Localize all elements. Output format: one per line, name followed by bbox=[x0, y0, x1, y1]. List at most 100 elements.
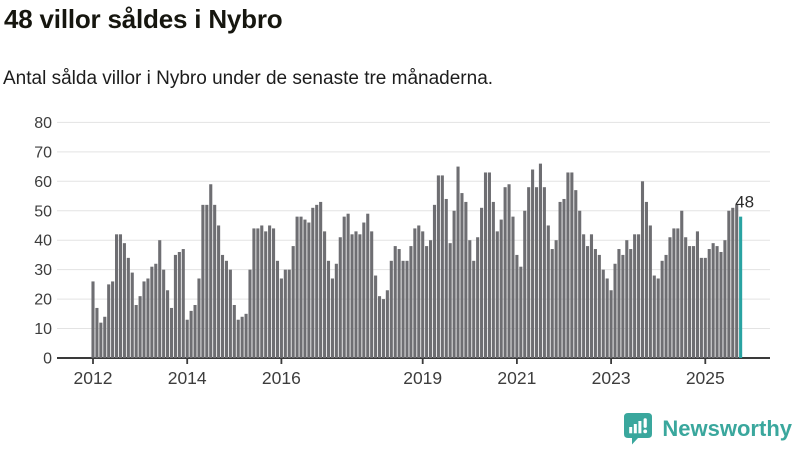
bar bbox=[452, 210, 456, 358]
bar bbox=[256, 228, 260, 358]
bar bbox=[197, 278, 201, 359]
bar bbox=[162, 269, 166, 358]
bar bbox=[244, 313, 248, 358]
bar bbox=[303, 219, 307, 358]
bar bbox=[711, 243, 715, 358]
bar bbox=[330, 278, 334, 359]
newsworthy-logo[interactable]: Newsworthy bbox=[623, 412, 792, 445]
bar bbox=[95, 307, 99, 358]
bar bbox=[111, 281, 115, 358]
bar bbox=[480, 207, 484, 358]
bar bbox=[158, 240, 162, 358]
bar bbox=[491, 201, 495, 358]
bar bbox=[326, 260, 331, 358]
bar bbox=[201, 204, 205, 358]
bar bbox=[605, 278, 609, 359]
bar bbox=[703, 257, 707, 358]
bar bbox=[601, 269, 605, 358]
bar bbox=[515, 254, 519, 358]
bar bbox=[354, 231, 358, 358]
highlight-value-label: 48 bbox=[735, 193, 754, 212]
bar bbox=[323, 231, 327, 358]
y-axis-label: 40 bbox=[34, 233, 52, 250]
bar bbox=[723, 240, 727, 358]
bar bbox=[527, 187, 531, 358]
bar bbox=[487, 172, 491, 358]
y-axis-label: 70 bbox=[34, 144, 52, 161]
y-axis-label: 50 bbox=[34, 203, 52, 220]
bar bbox=[409, 246, 413, 358]
bar bbox=[656, 278, 660, 359]
bar bbox=[362, 222, 366, 358]
bar bbox=[264, 231, 268, 358]
bar bbox=[287, 269, 291, 358]
newsworthy-logo-text: Newsworthy bbox=[662, 415, 792, 441]
bar bbox=[727, 210, 731, 358]
bar bbox=[707, 249, 711, 358]
bar bbox=[91, 281, 95, 358]
x-axis-label: 2021 bbox=[497, 368, 536, 388]
x-axis-label: 2014 bbox=[168, 368, 207, 388]
bar bbox=[691, 246, 696, 358]
bar bbox=[444, 198, 448, 358]
bar bbox=[385, 290, 389, 358]
bar bbox=[342, 216, 346, 358]
bar bbox=[291, 246, 295, 358]
bar bbox=[272, 228, 276, 358]
bar bbox=[169, 307, 174, 358]
y-axis-label: 80 bbox=[34, 115, 52, 132]
bar bbox=[393, 246, 397, 358]
bar bbox=[460, 193, 464, 358]
bar bbox=[456, 166, 460, 358]
bar bbox=[122, 243, 126, 358]
bar bbox=[118, 234, 123, 358]
bar bbox=[248, 269, 252, 358]
bar bbox=[621, 254, 625, 358]
bar bbox=[209, 184, 213, 358]
bar bbox=[436, 175, 440, 358]
bar bbox=[146, 278, 150, 359]
bar bbox=[613, 263, 617, 358]
bar bbox=[554, 240, 558, 358]
bar bbox=[731, 207, 735, 358]
bar bbox=[586, 246, 590, 358]
bar bbox=[715, 246, 719, 358]
bar bbox=[629, 249, 633, 358]
bar bbox=[637, 234, 641, 358]
bar bbox=[224, 260, 228, 358]
bar bbox=[311, 207, 315, 358]
highlighted-bar bbox=[739, 216, 743, 358]
bar bbox=[334, 263, 338, 358]
bar bbox=[338, 237, 342, 358]
bar bbox=[617, 249, 621, 358]
bar bbox=[680, 210, 684, 358]
bar bbox=[389, 260, 393, 358]
bar bbox=[295, 216, 299, 358]
bar bbox=[593, 249, 597, 358]
bar bbox=[142, 281, 146, 358]
bar bbox=[546, 225, 550, 358]
monthly-sales-bar-chart: 0 10 20 30 40 50 60 70 80 2012 2014 2016 2019 2021 202… bbox=[34, 115, 770, 388]
bar bbox=[213, 204, 217, 358]
bar bbox=[695, 231, 699, 358]
bar bbox=[370, 231, 374, 358]
x-axis-label: 2012 bbox=[74, 368, 113, 388]
bar bbox=[476, 237, 480, 358]
bar bbox=[468, 240, 472, 358]
bar bbox=[719, 251, 723, 358]
bar bbox=[735, 204, 739, 358]
bar bbox=[405, 260, 409, 358]
y-axis-label: 60 bbox=[34, 174, 52, 191]
bar bbox=[534, 187, 539, 358]
bar bbox=[640, 181, 645, 358]
bar bbox=[648, 225, 652, 358]
bar bbox=[150, 266, 154, 358]
bar bbox=[566, 172, 570, 358]
bar bbox=[609, 290, 613, 358]
bar bbox=[558, 201, 562, 358]
bar bbox=[350, 234, 354, 358]
bar bbox=[232, 304, 236, 358]
bar bbox=[432, 204, 437, 358]
y-axis-label: 20 bbox=[34, 292, 52, 309]
